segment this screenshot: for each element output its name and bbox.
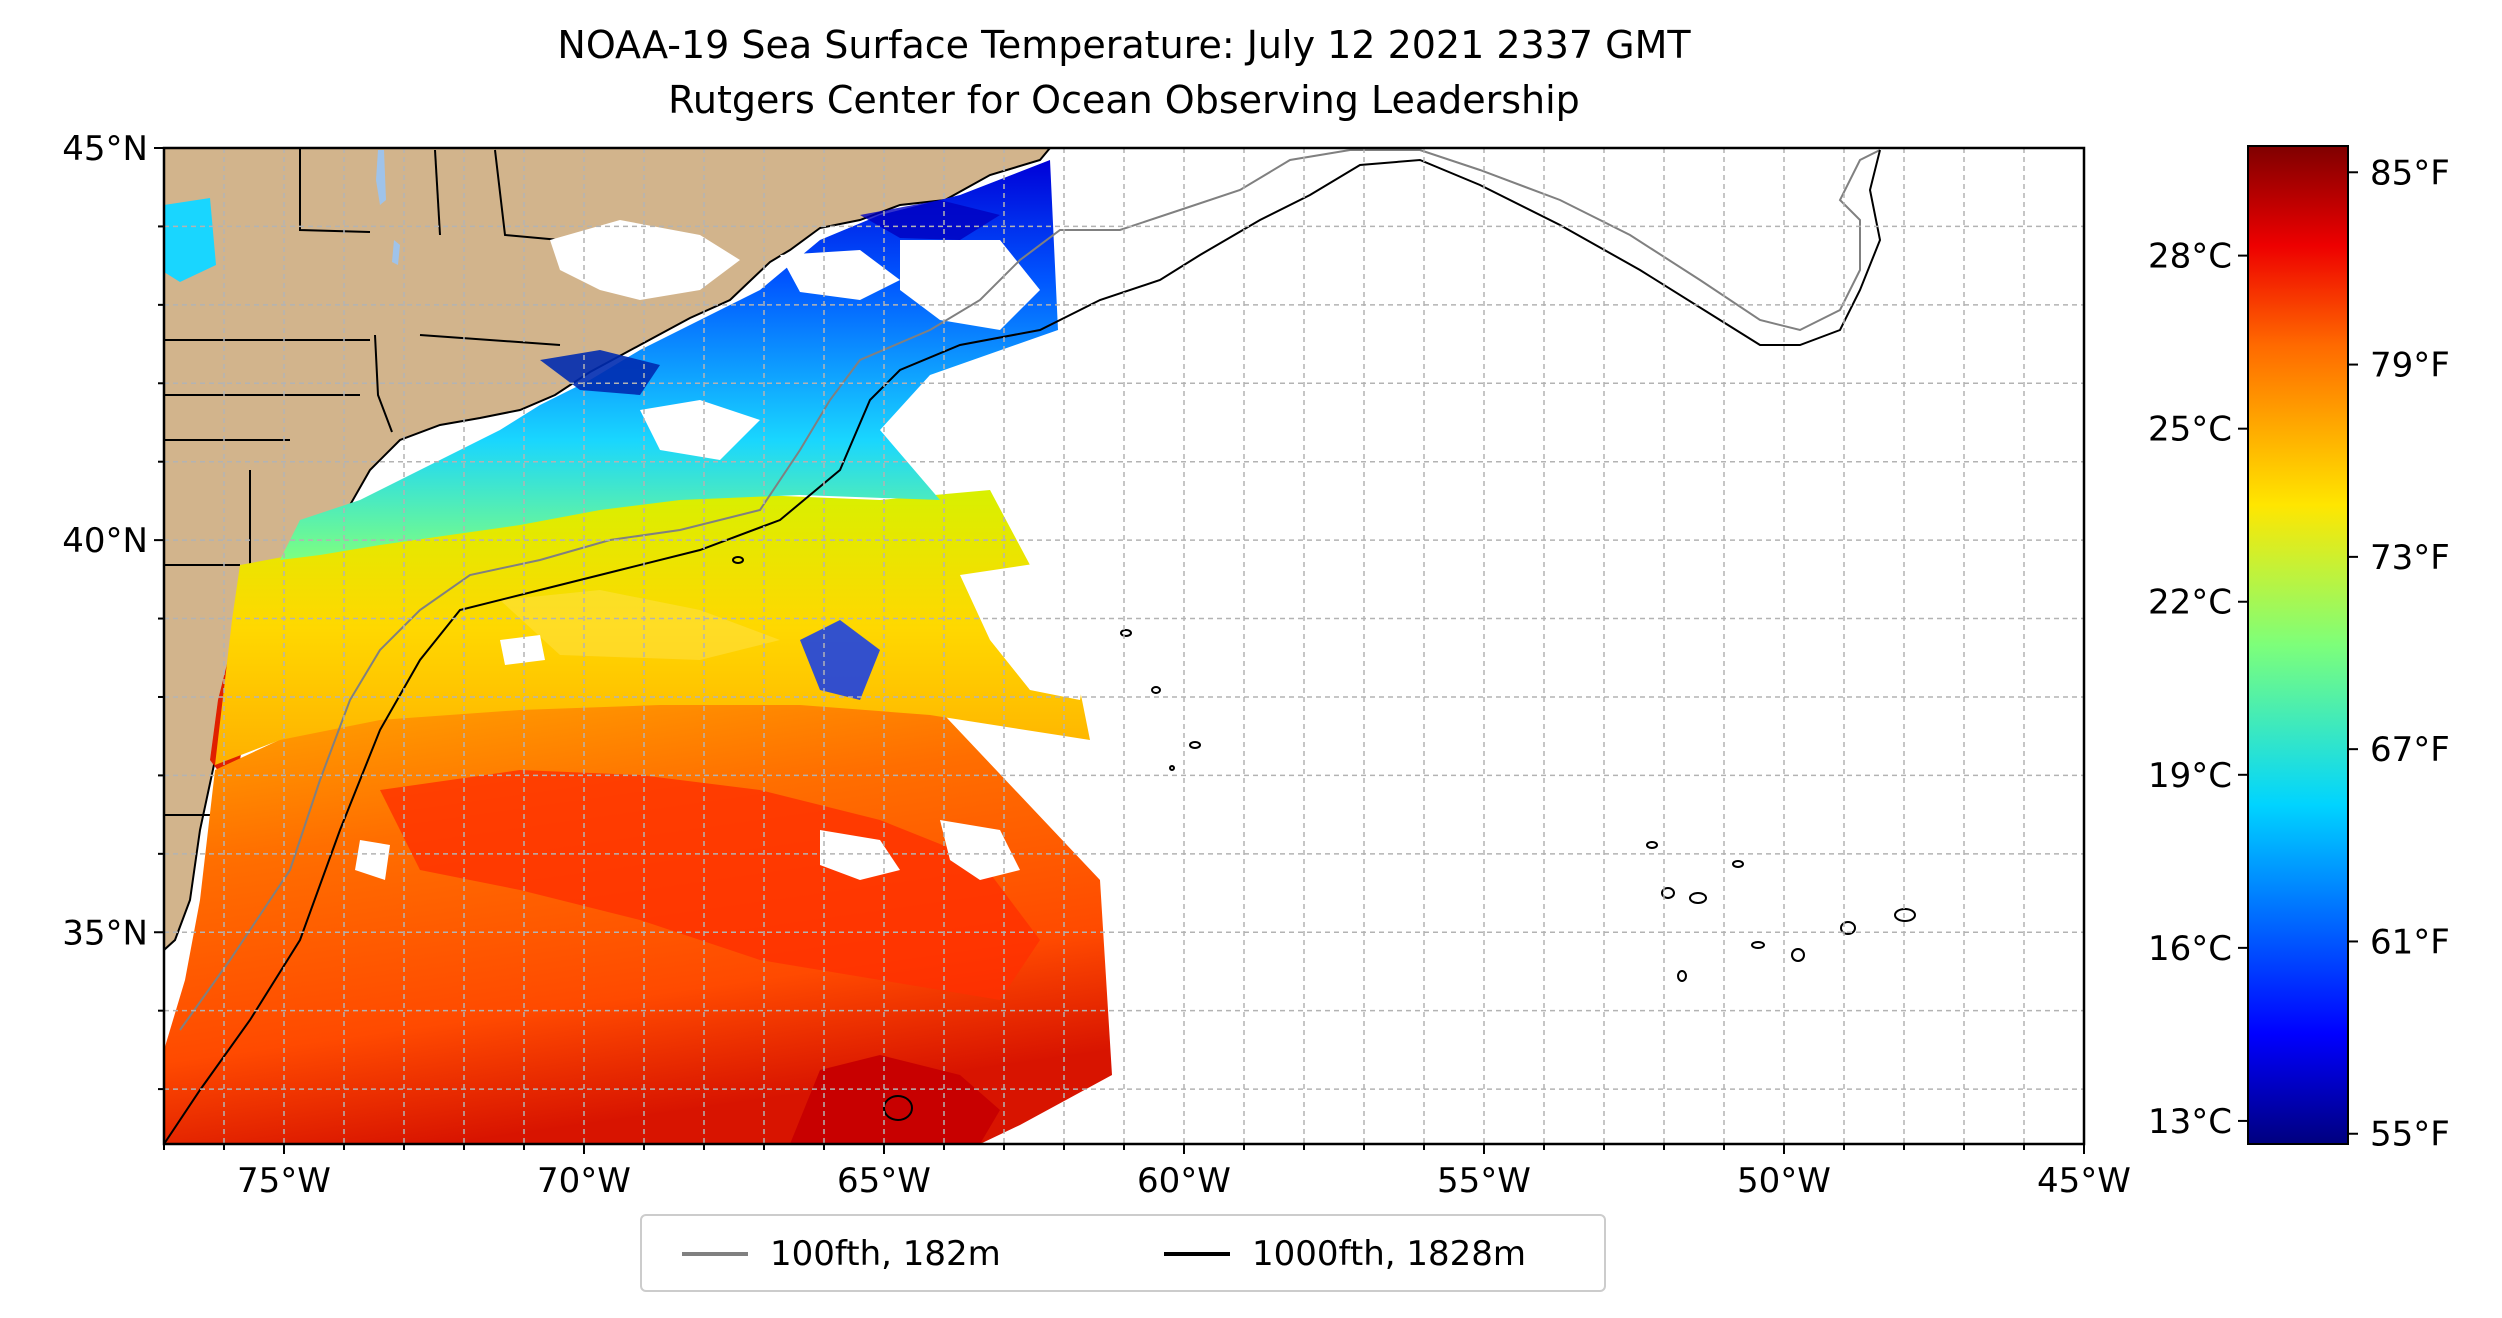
- map-subtitle: Rutgers Center for Ocean Observing Leade…: [668, 78, 1580, 122]
- lon-tick-label: 60°W: [1137, 1161, 1231, 1201]
- legend-swatch: [682, 1252, 748, 1256]
- legend-label: 1000fth, 1828m: [1252, 1234, 1527, 1274]
- lat-tick-label: 35°N: [62, 913, 148, 953]
- lake: [376, 150, 386, 205]
- colorbar-celsius-label: 16°C: [2148, 929, 2232, 969]
- legend-label: 100fth, 182m: [770, 1234, 1001, 1274]
- colorbar-fahrenheit-label: 67°F: [2370, 730, 2450, 770]
- legend-item-1000fth: 1000fth, 1828m: [1164, 1234, 1526, 1274]
- colorbar-fahrenheit-label: 55°F: [2370, 1115, 2450, 1155]
- colorbar-celsius-label: 28°C: [2148, 237, 2232, 277]
- lat-tick-label: 45°N: [62, 129, 148, 169]
- map-title: NOAA-19 Sea Surface Temperature: July 12…: [557, 23, 1691, 67]
- legend-swatch: [1164, 1252, 1230, 1256]
- longitude-axis: 75°W 70°W 65°W 60°W 55°W 50°W 45°W: [163, 1144, 2131, 1201]
- lon-tick-label: 55°W: [1437, 1161, 1531, 1201]
- lake: [392, 240, 400, 265]
- colorbar-celsius-axis: 13°C 16°C 19°C 22°C 25°C 28°C: [2148, 237, 2248, 1142]
- sst-field: [164, 160, 1112, 1144]
- colorbar-fahrenheit-label: 79°F: [2370, 346, 2450, 386]
- lon-tick-label: 65°W: [837, 1161, 931, 1201]
- colorbar-fahrenheit-label: 85°F: [2370, 153, 2450, 193]
- colorbar-fahrenheit-axis: 55°F 61°F 67°F 73°F 79°F 85°F: [2348, 153, 2450, 1155]
- colorbar-fahrenheit-label: 73°F: [2370, 538, 2450, 578]
- legend: 100fth, 182m 1000fth, 1828m: [640, 1214, 1606, 1292]
- colorbar-celsius-label: 19°C: [2148, 756, 2232, 796]
- state-borders: [164, 148, 561, 816]
- gridlines: [164, 148, 2084, 1144]
- legend-item-100fth: 100fth, 182m: [682, 1234, 1001, 1274]
- lon-tick-label: 75°W: [237, 1161, 331, 1201]
- map-area: [164, 148, 2084, 1144]
- colorbar: [2247, 145, 2349, 1145]
- seamounts: [732, 556, 1916, 1121]
- colorbar-fahrenheit-label: 61°F: [2370, 922, 2450, 962]
- contour-1000fth: [164, 149, 1882, 1144]
- colorbar-celsius-label: 22°C: [2148, 583, 2232, 623]
- colorbar-celsius-label: 13°C: [2148, 1102, 2232, 1142]
- lon-tick-label: 45°W: [2037, 1161, 2131, 1201]
- lat-tick-label: 40°N: [62, 521, 148, 561]
- lon-tick-label: 70°W: [537, 1161, 631, 1201]
- contour-100fth: [179, 149, 1881, 1031]
- latitude-axis: 45°N 40°N 35°N: [62, 129, 164, 1091]
- lon-tick-label: 50°W: [1737, 1161, 1831, 1201]
- colorbar-celsius-label: 25°C: [2148, 410, 2232, 450]
